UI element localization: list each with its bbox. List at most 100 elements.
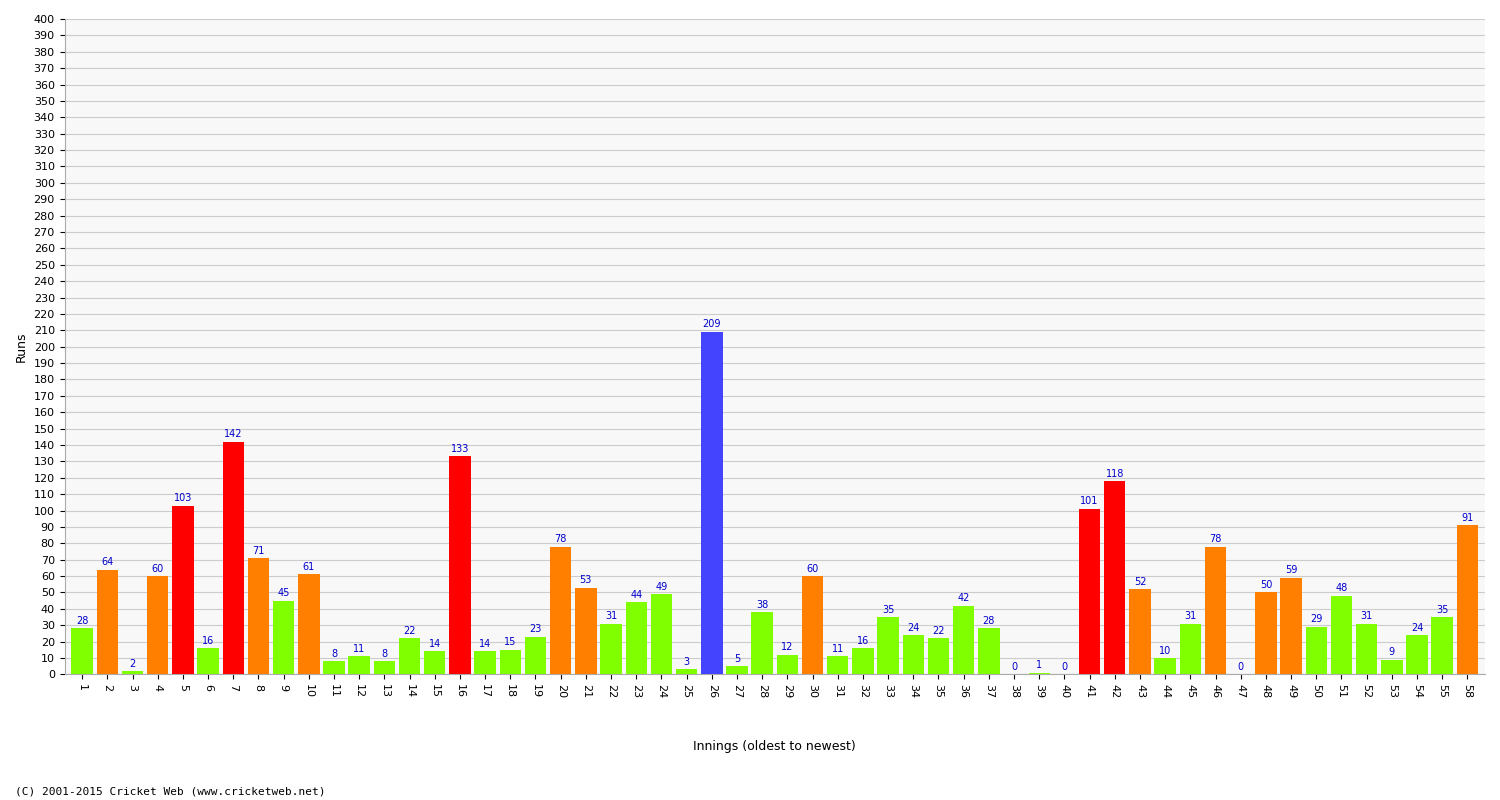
Text: 133: 133 [452, 444, 470, 454]
Text: 118: 118 [1106, 469, 1124, 478]
Text: 16: 16 [202, 636, 214, 646]
Text: 35: 35 [1436, 605, 1449, 614]
Text: 28: 28 [76, 616, 88, 626]
Text: 35: 35 [882, 605, 894, 614]
Bar [399, 638, 420, 674]
Bar [700, 332, 723, 674]
Bar [928, 638, 950, 674]
Text: 103: 103 [174, 493, 192, 503]
Text: 101: 101 [1080, 497, 1100, 506]
Text: 5: 5 [734, 654, 740, 664]
Text: 59: 59 [1286, 566, 1298, 575]
Text: 14: 14 [429, 639, 441, 649]
Bar [122, 671, 142, 674]
Bar [600, 623, 622, 674]
Bar [1078, 509, 1101, 674]
Text: 42: 42 [957, 593, 970, 603]
Bar [500, 650, 520, 674]
Bar [1104, 481, 1125, 674]
Text: 0: 0 [1238, 662, 1244, 672]
Bar [172, 506, 194, 674]
Bar [448, 457, 471, 674]
Bar [651, 594, 672, 674]
Bar [1155, 658, 1176, 674]
Bar [424, 651, 445, 674]
Bar [1431, 617, 1454, 674]
Bar [1256, 593, 1276, 674]
X-axis label: Innings (oldest to newest): Innings (oldest to newest) [693, 740, 856, 753]
Bar [952, 606, 975, 674]
Bar [574, 587, 597, 674]
Bar [1456, 526, 1478, 674]
Text: 61: 61 [303, 562, 315, 572]
Bar [324, 662, 345, 674]
Bar [1029, 673, 1050, 674]
Text: 60: 60 [152, 563, 164, 574]
Bar [626, 602, 646, 674]
Bar [198, 648, 219, 674]
Text: 12: 12 [782, 642, 794, 652]
Text: 28: 28 [982, 616, 994, 626]
Text: 49: 49 [656, 582, 668, 592]
Text: 24: 24 [908, 622, 920, 633]
Bar [903, 635, 924, 674]
Text: 8: 8 [332, 649, 338, 658]
Text: 0: 0 [1062, 662, 1068, 672]
Text: 91: 91 [1461, 513, 1473, 523]
Text: 60: 60 [807, 563, 819, 574]
Text: 3: 3 [684, 657, 690, 667]
Text: (C) 2001-2015 Cricket Web (www.cricketweb.net): (C) 2001-2015 Cricket Web (www.cricketwe… [15, 786, 326, 796]
Text: 52: 52 [1134, 577, 1146, 586]
Y-axis label: Runs: Runs [15, 331, 28, 362]
Text: 209: 209 [702, 319, 721, 330]
Text: 22: 22 [932, 626, 945, 636]
Text: 48: 48 [1335, 583, 1347, 594]
Text: 31: 31 [1184, 611, 1197, 621]
Text: 8: 8 [381, 649, 387, 658]
Bar [374, 662, 394, 674]
Bar [474, 651, 496, 674]
Text: 38: 38 [756, 600, 768, 610]
Text: 29: 29 [1310, 614, 1323, 624]
Text: 24: 24 [1412, 622, 1424, 633]
Bar [273, 601, 294, 674]
Text: 10: 10 [1160, 646, 1172, 655]
Text: 16: 16 [856, 636, 868, 646]
Text: 15: 15 [504, 638, 516, 647]
Text: 31: 31 [604, 611, 616, 621]
Text: 14: 14 [478, 639, 492, 649]
Bar [525, 637, 546, 674]
Bar [1179, 623, 1202, 674]
Text: 22: 22 [404, 626, 416, 636]
Bar [1305, 627, 1328, 674]
Bar [827, 656, 849, 674]
Bar [298, 574, 320, 674]
Bar [222, 442, 245, 674]
Text: 53: 53 [579, 575, 592, 585]
Bar [96, 570, 118, 674]
Bar [978, 629, 999, 674]
Text: 78: 78 [1209, 534, 1221, 544]
Text: 0: 0 [1011, 662, 1017, 672]
Text: 64: 64 [100, 557, 114, 567]
Text: 45: 45 [278, 588, 290, 598]
Text: 78: 78 [555, 534, 567, 544]
Text: 50: 50 [1260, 580, 1272, 590]
Text: 11: 11 [831, 644, 844, 654]
Bar [726, 666, 747, 674]
Bar [676, 670, 698, 674]
Text: 11: 11 [352, 644, 366, 654]
Bar [1330, 596, 1352, 674]
Bar [1407, 635, 1428, 674]
Bar [348, 656, 370, 674]
Bar [878, 617, 898, 674]
Bar [1204, 546, 1225, 674]
Text: 1: 1 [1036, 660, 1042, 670]
Bar [147, 576, 168, 674]
Text: 31: 31 [1360, 611, 1372, 621]
Bar [1130, 589, 1150, 674]
Text: 23: 23 [530, 624, 542, 634]
Bar [802, 576, 824, 674]
Text: 2: 2 [129, 658, 135, 669]
Bar [1281, 578, 1302, 674]
